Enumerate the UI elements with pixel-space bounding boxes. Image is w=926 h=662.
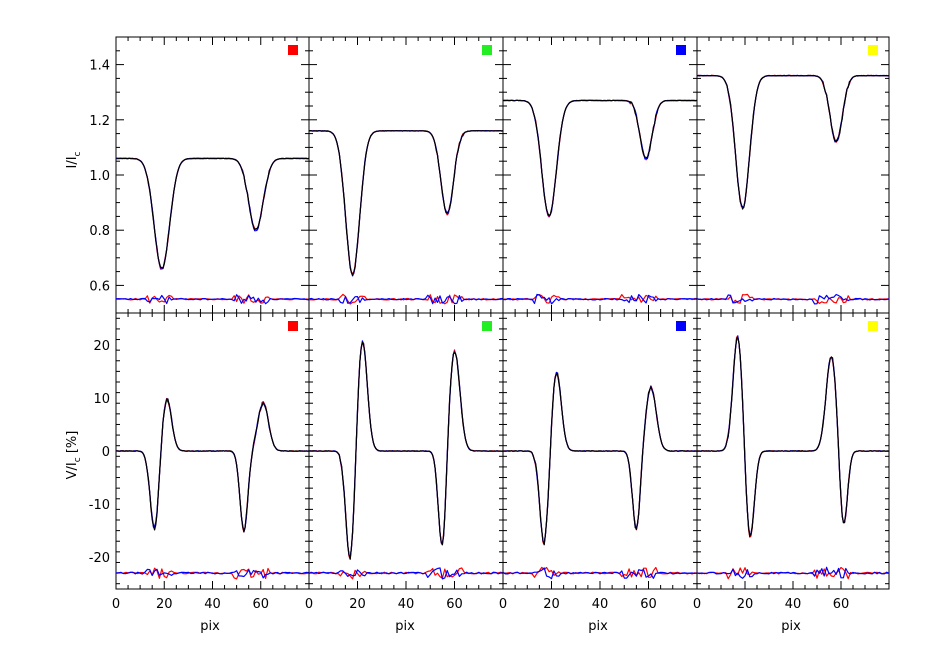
residual-blue xyxy=(697,293,889,305)
series-black xyxy=(116,157,309,269)
x-tick-label: 0 xyxy=(305,597,313,612)
panel-frame xyxy=(308,36,504,314)
panel-grid: 0.6 0.8 1.0 1.2 1.4 0 20 40 60 -20 -10 0 10 20 0 20 40 60… xyxy=(89,36,890,612)
xlabel-2: pix xyxy=(395,619,415,634)
color-marker xyxy=(288,45,298,55)
xlabel-1: pix xyxy=(200,619,220,634)
panel-V-blue: 0 20 40 60 xyxy=(499,312,698,612)
x-tick-label: 20 xyxy=(543,597,560,612)
y-tick-label: 1.0 xyxy=(89,169,110,184)
color-marker xyxy=(676,321,686,331)
panel-V-green: 0 20 40 60 xyxy=(305,312,504,612)
v-ylabel: V/Ic [%] xyxy=(65,431,83,480)
series-group xyxy=(697,335,889,580)
series-blue xyxy=(697,335,889,536)
series-group xyxy=(116,157,309,305)
panel-I-yellow xyxy=(696,36,890,314)
series-blue xyxy=(697,74,889,208)
residual-blue xyxy=(309,294,503,305)
series-red xyxy=(697,74,889,208)
series-group xyxy=(697,74,889,305)
panel-frame xyxy=(502,36,698,314)
series-red xyxy=(503,374,697,546)
series-red xyxy=(503,99,697,218)
y-tick-label: 0.8 xyxy=(89,224,110,239)
residual-blue xyxy=(503,293,697,305)
series-black xyxy=(503,372,697,546)
series-blue xyxy=(116,157,309,269)
series-red xyxy=(116,157,309,270)
series-black xyxy=(309,130,503,276)
series-group xyxy=(116,397,309,580)
color-marker xyxy=(288,321,298,331)
x-tick-label: 20 xyxy=(156,597,173,612)
x-tick-label: 40 xyxy=(785,597,802,612)
series-group xyxy=(309,340,503,580)
y-tick-label: 1.4 xyxy=(89,59,110,74)
series-blue xyxy=(116,398,309,533)
x-tick-label: 40 xyxy=(398,597,415,612)
series-blue xyxy=(309,130,503,277)
series-black xyxy=(309,341,503,560)
x-tick-label: 0 xyxy=(693,597,701,612)
x-tick-label: 20 xyxy=(349,597,366,612)
residual-blue xyxy=(116,294,309,305)
residual-red xyxy=(503,566,697,578)
xlabel-3: pix xyxy=(588,619,608,634)
panel-frame xyxy=(696,36,890,314)
y-tick-label: 0.6 xyxy=(89,279,110,294)
x-tick-label: 40 xyxy=(592,597,609,612)
y-tick-label: -20 xyxy=(89,551,110,566)
panel-V-yellow: 0 20 40 60 xyxy=(693,312,890,612)
series-black xyxy=(116,398,309,533)
color-marker xyxy=(868,321,878,331)
series-group xyxy=(503,99,697,305)
series-black xyxy=(697,74,889,210)
i-ylabel: I/Ic xyxy=(65,151,83,168)
x-tick-label: 0 xyxy=(112,597,120,612)
series-red xyxy=(116,397,309,533)
series-blue xyxy=(503,371,697,544)
residual-blue xyxy=(309,567,503,580)
series-red xyxy=(309,130,503,274)
series-blue xyxy=(309,340,503,558)
residual-blue xyxy=(503,567,697,580)
xlabel-4: pix xyxy=(781,619,801,634)
panel-I-green xyxy=(308,36,504,314)
x-tick-label: 0 xyxy=(499,597,507,612)
color-marker xyxy=(868,45,878,55)
color-marker xyxy=(482,321,492,331)
series-red xyxy=(697,336,889,538)
x-tick-label: 40 xyxy=(204,597,221,612)
x-tick-label: 60 xyxy=(833,597,850,612)
panel-I-red: 0.6 0.8 1.0 1.2 1.4 xyxy=(89,36,310,314)
y-tick-label: -10 xyxy=(89,498,110,513)
y-tick-label: 20 xyxy=(93,339,110,354)
color-marker xyxy=(676,45,686,55)
y-tick-label: 0 xyxy=(102,445,110,460)
panel-frame xyxy=(115,36,310,314)
x-tick-label: 60 xyxy=(252,597,269,612)
y-tick-label: 10 xyxy=(93,392,110,407)
series-blue xyxy=(503,99,697,217)
series-group xyxy=(503,371,697,580)
panel-I-blue xyxy=(502,36,698,314)
y-tick-label: 1.2 xyxy=(89,114,110,129)
color-marker xyxy=(482,45,492,55)
x-tick-label: 60 xyxy=(640,597,657,612)
series-group xyxy=(309,130,503,305)
x-tick-label: 60 xyxy=(446,597,463,612)
residual-blue xyxy=(116,568,309,579)
series-black xyxy=(503,99,697,217)
residual-blue xyxy=(697,566,889,579)
x-tick-label: 20 xyxy=(737,597,754,612)
series-black xyxy=(697,337,889,537)
panel-V-red: 0 20 40 60 -20 -10 0 10 20 xyxy=(89,312,310,612)
